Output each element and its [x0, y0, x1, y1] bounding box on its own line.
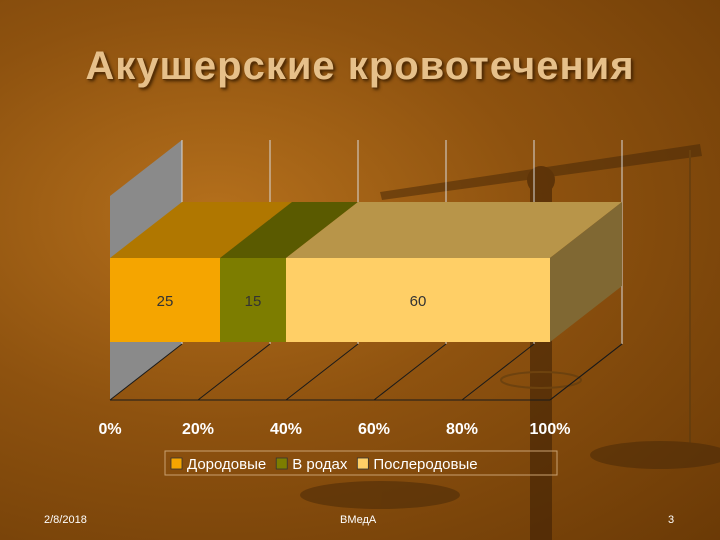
x-tick-label: 60%	[358, 421, 390, 438]
x-tick-label: 100%	[530, 421, 571, 438]
bar-segment	[110, 258, 220, 342]
x-tick-label: 40%	[270, 421, 302, 438]
bar-top-face	[110, 202, 292, 258]
floor-gridline	[373, 343, 447, 401]
x-axis-depth-line	[549, 343, 623, 401]
scale-pan-bottom	[300, 481, 460, 509]
bar-segment	[286, 258, 550, 342]
bar-side-face	[550, 202, 622, 342]
floor-gridline	[109, 343, 183, 401]
floor-gridline	[285, 343, 359, 401]
x-tick-label: 0%	[98, 421, 121, 438]
data-label: 60	[410, 293, 427, 310]
legend-entry: Дородовые	[187, 456, 266, 473]
legend-box	[164, 450, 558, 476]
scale-ring	[500, 371, 582, 389]
data-label: 15	[245, 293, 262, 310]
legend-swatch	[170, 457, 183, 470]
legend-swatch	[275, 457, 288, 470]
data-label: 25	[157, 293, 174, 310]
legend-swatch	[356, 457, 369, 470]
floor-gridline	[461, 343, 535, 401]
x-tick-label: 80%	[446, 421, 478, 438]
slide-title: Акушерские кровотечения	[85, 44, 635, 88]
scale-pan-right	[590, 441, 720, 469]
bar-top-face	[220, 202, 358, 258]
footer-center-text: ВМедА	[340, 514, 377, 526]
footer-date: 2/8/2018	[44, 514, 87, 526]
bar-top-face	[286, 202, 622, 258]
legend-entry: В родах	[292, 456, 348, 473]
bar-segment	[220, 258, 286, 342]
floor-gridline	[197, 343, 271, 401]
slide-number: 3	[668, 514, 675, 526]
legend-entry: Послеродовые	[373, 456, 477, 473]
x-tick-label: 20%	[182, 421, 214, 438]
